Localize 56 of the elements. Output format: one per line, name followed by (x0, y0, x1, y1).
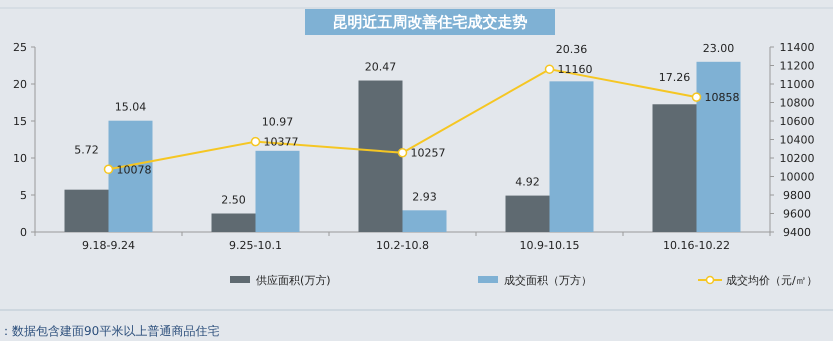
text: ：数据包含建面90平米以上普通商品住宅 (0, 324, 220, 338)
bar (696, 62, 740, 232)
bar (256, 150, 300, 232)
bar (108, 120, 152, 232)
chart-title: 昆明近五周改善住宅成交走势 (332, 13, 528, 31)
y2-tick-label: 11000 (780, 78, 814, 91)
y-tick-label: 20 (13, 78, 27, 91)
y2-tick-label: 11400 (780, 41, 814, 54)
text: 10078 (116, 163, 152, 176)
y2-tick-label: 10200 (780, 152, 814, 165)
text: 2.93 (412, 190, 437, 204)
text: 20.47 (364, 60, 396, 74)
y-tick-label: 10 (13, 152, 27, 165)
text: 23.00 (702, 42, 734, 55)
x-tick-label: 10.16-10.22 (663, 239, 730, 252)
text: 10.97 (262, 116, 294, 129)
bar (652, 104, 696, 232)
point (692, 92, 702, 102)
x-tick-label: 9.18-9.24 (82, 239, 135, 252)
text: 10858 (704, 91, 740, 104)
legend-label: 成交面积（万方） (504, 274, 592, 287)
text: 17.26 (658, 71, 690, 84)
x-tick-label: 10.9-10.15 (520, 239, 580, 252)
y2-tick-label: 10800 (780, 96, 814, 110)
y2-tick-label: 11200 (780, 60, 814, 72)
bar (402, 210, 446, 232)
y2-tick-label: 9800 (783, 189, 811, 202)
x-tick-label: 9.25-10.1 (229, 239, 282, 252)
legend-label: 成交均价（元/㎡） (726, 274, 818, 287)
y2-tick-label: 10400 (780, 134, 814, 146)
legend-label: 供应面积(万方) (256, 274, 331, 287)
point (104, 164, 114, 174)
y-tick-label: 25 (13, 41, 27, 54)
text: 5.72 (74, 143, 99, 156)
bar (64, 190, 108, 232)
y-tick-label: 0 (20, 226, 27, 239)
text: 11160 (558, 63, 592, 76)
text: 10257 (410, 146, 446, 160)
y2-tick-label: 10000 (780, 170, 814, 184)
x-tick-label: 10.2-10.8 (376, 239, 429, 252)
point (250, 136, 260, 146)
y2-tick-label: 9400 (783, 226, 811, 239)
y2-tick-label: 9600 (783, 208, 811, 220)
point (544, 64, 554, 74)
bar (506, 196, 550, 232)
text: 15.04 (114, 100, 146, 114)
y-tick-label: 5 (20, 189, 27, 202)
text: 4.92 (515, 176, 540, 189)
y-tick-label: 15 (13, 115, 27, 128)
point (398, 148, 408, 158)
bar (212, 214, 256, 232)
bar (358, 80, 402, 232)
text: 2.50 (221, 194, 246, 206)
y2-tick-label: 10600 (780, 115, 814, 128)
bar (550, 81, 594, 232)
text: 20.36 (556, 43, 588, 56)
